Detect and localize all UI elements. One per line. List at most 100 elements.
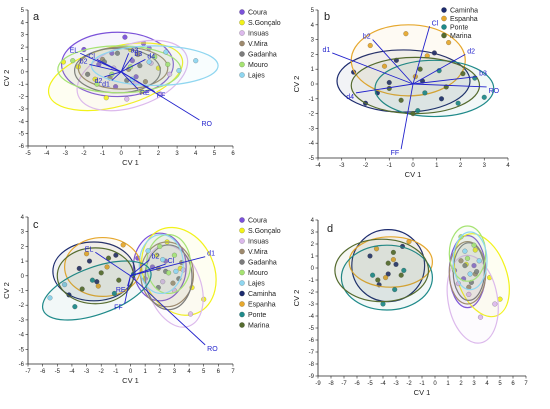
data-point — [145, 248, 151, 254]
y-tick-label: 4 — [311, 218, 315, 224]
vector-line — [130, 259, 150, 277]
vector-label: Cl — [432, 20, 439, 27]
x-tick-label: 3 — [472, 381, 476, 387]
data-point — [380, 301, 386, 307]
y-tick-label: 2 — [21, 244, 25, 250]
y-tick-label: -5 — [309, 156, 315, 162]
legend-label: V.Mira — [248, 249, 268, 256]
x-tick-label: 1 — [446, 381, 450, 387]
data-point — [401, 267, 407, 273]
vector-line — [89, 63, 122, 73]
legend-marker — [239, 290, 245, 297]
vector-label: EL — [85, 246, 94, 253]
legend-label: Coura — [248, 10, 267, 17]
x-tick-label: 5 — [213, 151, 217, 157]
x-tick-label: 2 — [158, 369, 162, 375]
data-point — [386, 85, 392, 91]
legend-label: Espanha — [450, 16, 478, 23]
data-point — [392, 287, 398, 293]
legend-marker — [239, 51, 245, 57]
data-point — [460, 71, 466, 77]
data-point — [89, 277, 95, 283]
y-tick-label: -5 — [19, 347, 25, 353]
axes-d: -9 -8 -7 -6 -5 -4 -3 -2 -1 0 1 2 3 4 5 6 7 -9 -8 -7 -6 -5 -4 -3… — [292, 218, 528, 397]
data-point — [367, 253, 373, 259]
y-tick-label: 3 — [21, 33, 25, 39]
legend-marker — [239, 322, 245, 328]
y-tick-label: 5 — [21, 8, 25, 14]
x-tick-label: 6 — [217, 369, 221, 375]
y-tick-label: -5 — [309, 326, 315, 332]
y-tick-label: 0 — [21, 274, 25, 280]
x-tick-label: -4 — [315, 163, 321, 169]
data-point — [120, 242, 126, 248]
vector-label: FF — [114, 305, 123, 312]
y-tick-label: -8 — [309, 362, 315, 368]
y-tick-label: -6 — [19, 362, 25, 368]
confidence-ellipse — [348, 236, 433, 288]
x-axis-label: CV 1 — [414, 388, 431, 397]
data-point — [70, 58, 76, 64]
y-tick-label: 2 — [311, 242, 315, 248]
legend-label: Caminha — [248, 291, 276, 298]
x-tick-label: -4 — [380, 381, 386, 387]
x-tick-label: 2 — [459, 381, 463, 387]
x-tick-label: -3 — [84, 369, 90, 375]
legend-marker — [441, 15, 447, 22]
x-tick-label: 3 — [483, 163, 487, 169]
legend-label: Gadanha — [248, 52, 277, 59]
vector-line — [120, 59, 146, 73]
y-tick-label: -4 — [309, 141, 315, 147]
data-point — [160, 257, 166, 263]
x-tick-label: 4 — [485, 381, 489, 387]
legend-marker — [239, 40, 245, 47]
x-tick-label: 4 — [506, 163, 510, 169]
x-tick-label: 6 — [231, 151, 235, 157]
x-tick-label: 0 — [433, 381, 437, 387]
data-point — [410, 111, 416, 117]
x-tick-label: 5 — [498, 381, 502, 387]
x-tick-label: 0 — [120, 151, 124, 157]
data-point — [398, 272, 404, 278]
data-point — [62, 282, 68, 288]
y-tick-label: -1 — [309, 278, 315, 284]
y-tick-label: -4 — [19, 333, 25, 339]
vector-line — [104, 71, 122, 78]
data-point — [135, 52, 141, 58]
data-point — [116, 277, 122, 283]
x-tick-label: -1 — [113, 369, 119, 375]
data-point — [466, 291, 472, 297]
x-tick-label: 3 — [173, 369, 177, 375]
vector-line — [400, 83, 414, 150]
legend-label: Caminha — [450, 8, 478, 15]
confidence-ellipse — [56, 247, 135, 305]
data-point — [104, 264, 110, 270]
legend-marker — [441, 32, 447, 39]
vector-label: a3 — [131, 47, 139, 54]
legend-label: S.Gonçalo — [248, 20, 281, 27]
vector-line — [124, 275, 131, 304]
panel-d: -9 -8 -7 -6 -5 -4 -3 -2 -1 0 1 2 3 4 5 6 7 -9 -8 -7 -6 -5 -4 -3… — [292, 218, 528, 397]
data-point — [133, 74, 139, 80]
legend-marker — [239, 259, 245, 265]
legend-label: Insuas — [248, 31, 269, 38]
y-tick-label: -1 — [19, 289, 25, 295]
series-d-8 — [348, 236, 433, 288]
data-point — [170, 280, 176, 286]
vector-line — [111, 71, 122, 81]
data-point — [176, 68, 182, 74]
y-tick-label: -1 — [309, 97, 315, 103]
legend-marker — [239, 280, 245, 286]
x-tick-label: -2 — [99, 369, 105, 375]
y-tick-label: 3 — [21, 230, 25, 236]
data-point — [446, 40, 452, 46]
y-tick-label: -4 — [309, 314, 315, 320]
legend-marker — [239, 311, 245, 318]
vector-line — [120, 53, 130, 72]
legend-label: Ponte — [248, 312, 266, 319]
vectors-b: Cl b2 d1 d2 b3 RO d4 FF — [322, 20, 499, 157]
legend-label: V.Mira — [248, 41, 268, 48]
data-point — [166, 270, 172, 276]
data-point — [94, 81, 100, 87]
